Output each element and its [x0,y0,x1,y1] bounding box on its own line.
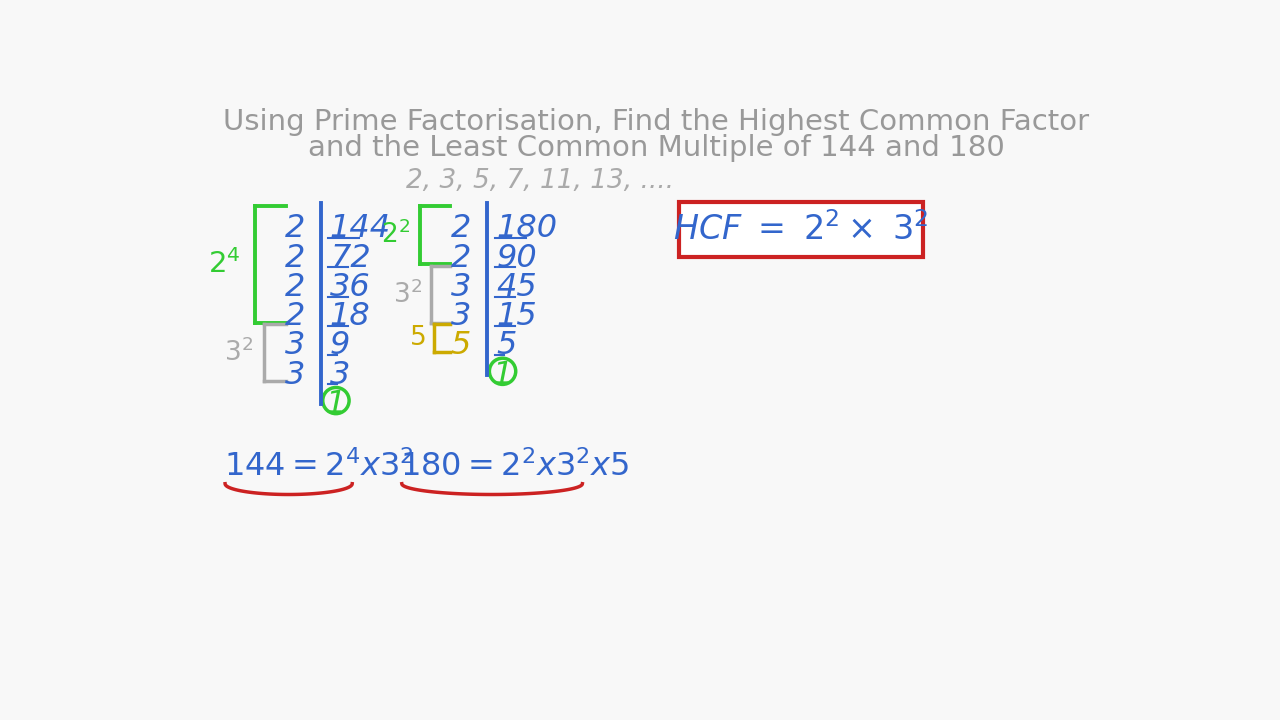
Text: 45: 45 [497,272,538,303]
Text: 180: 180 [497,213,558,245]
Text: $5$: $5$ [408,325,425,351]
Text: $180 = 2^2 \mathregular{x} 3^2 \mathregular{x} 5$: $180 = 2^2 \mathregular{x} 3^2 \mathregu… [401,450,630,482]
Text: 1: 1 [493,360,513,391]
Text: 9: 9 [330,330,351,361]
Text: 72: 72 [330,243,370,274]
Text: 18: 18 [330,301,370,332]
Text: 2, 3, 5, 7, 11, 13, ....: 2, 3, 5, 7, 11, 13, .... [406,168,673,194]
Text: $3^2$: $3^2$ [224,338,253,367]
Text: 3: 3 [330,360,351,391]
Text: 3: 3 [284,360,305,391]
Text: $3^2$: $3^2$ [393,280,422,309]
Text: 2: 2 [284,243,305,274]
Text: and the Least Common Multiple of 144 and 180: and the Least Common Multiple of 144 and… [307,134,1005,162]
Text: 2: 2 [451,213,471,245]
Text: 5: 5 [451,330,471,361]
Text: 36: 36 [330,272,370,303]
Text: 3: 3 [451,301,471,332]
Text: Using Prime Factorisation, Find the Highest Common Factor: Using Prime Factorisation, Find the High… [223,108,1089,136]
Text: 2: 2 [451,243,471,274]
Text: 5: 5 [497,330,517,361]
Text: 144: 144 [330,213,390,245]
Text: 3: 3 [284,330,305,361]
Text: 2: 2 [284,301,305,332]
Text: 2: 2 [284,272,305,303]
Text: $2^2$: $2^2$ [380,221,410,249]
Text: $144 = 2^4 \mathregular{x} 3^2$: $144 = 2^4 \mathregular{x} 3^2$ [224,450,413,482]
Text: 90: 90 [497,243,538,274]
Text: $2^4$: $2^4$ [209,249,241,279]
FancyBboxPatch shape [680,202,923,257]
Text: 1: 1 [325,389,346,420]
Text: 15: 15 [497,301,538,332]
Text: 3: 3 [451,272,471,303]
Text: 2: 2 [284,213,305,245]
Text: $HCF\ =\ 2^2 \times\ 3^2$: $HCF\ =\ 2^2 \times\ 3^2$ [673,212,929,247]
